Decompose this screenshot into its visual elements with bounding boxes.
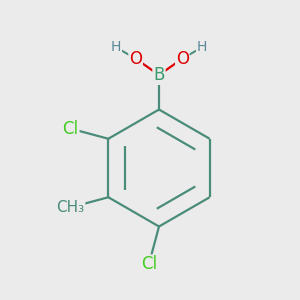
Text: H: H <box>111 40 122 54</box>
Text: CH₃: CH₃ <box>57 200 85 215</box>
Text: Cl: Cl <box>63 120 79 138</box>
Text: O: O <box>176 50 189 68</box>
Text: B: B <box>153 66 165 84</box>
Text: O: O <box>129 50 142 68</box>
Text: H: H <box>196 40 207 54</box>
Text: Cl: Cl <box>141 255 157 273</box>
